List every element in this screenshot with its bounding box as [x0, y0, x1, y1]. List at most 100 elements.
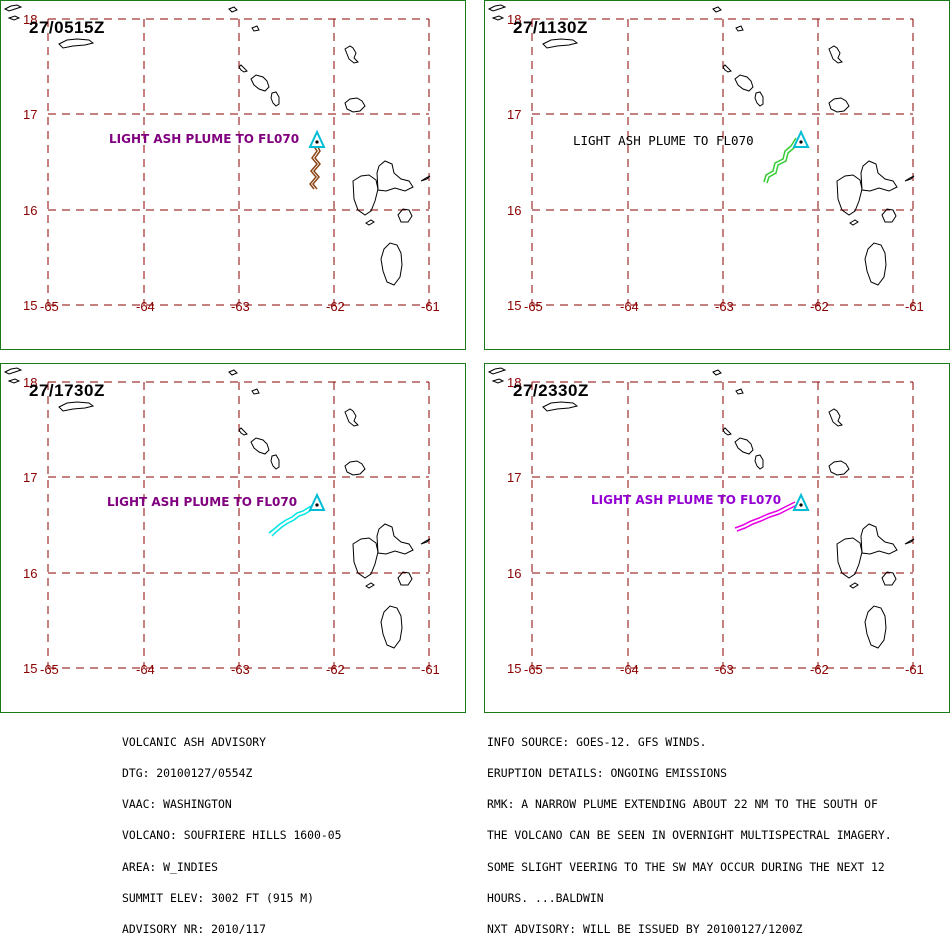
- anguilla-coast: [487, 4, 507, 12]
- longitude-label: -64: [620, 299, 639, 314]
- statia-coast: [735, 388, 744, 395]
- ash-plume: [766, 139, 800, 184]
- advisory-line: INFO SOURCE: GOES-12. GFS WINDS.: [487, 734, 707, 749]
- longitude-label: -65: [40, 662, 59, 677]
- longitude-label: -61: [905, 299, 924, 314]
- map-svg: 18 17 16 15 -65 -64 -63 -62 -61: [487, 4, 924, 314]
- st-barts-coast: [58, 401, 95, 412]
- longitude-label: -64: [136, 299, 155, 314]
- les-saintes-coast: [365, 219, 375, 226]
- advisory-line: HOURS. ...BALDWIN: [487, 890, 604, 905]
- barbuda-coast: [344, 408, 359, 427]
- advisory-left: VOLCANIC ASH ADVISORY DTG: 20100127/0554…: [122, 716, 341, 945]
- longitude-label: -62: [326, 299, 345, 314]
- advisory-line: VAAC: WASHINGTON: [122, 797, 232, 812]
- longitude-label: -63: [715, 662, 734, 677]
- latitude-label: 16: [23, 203, 37, 218]
- longitude-label: -62: [810, 299, 829, 314]
- latitude-label: 15: [23, 661, 37, 676]
- longitude-label: -62: [326, 662, 345, 677]
- basse-terre-coast: [836, 537, 863, 579]
- marie-galante-coast: [397, 208, 413, 223]
- longitude-label: -64: [136, 662, 155, 677]
- map-panel-1130z: 18 17 16 15 -65 -64 -63 -62 -61 27/1130Z LIGHT A…: [484, 0, 950, 350]
- advisory-line: DTG: 20100127/0554Z: [122, 766, 253, 781]
- saba-coast: [712, 369, 722, 376]
- basse-terre-coast: [836, 174, 863, 216]
- grande-terre-coast: [860, 523, 898, 555]
- latitude-label: 18: [23, 375, 37, 390]
- les-saintes-coast: [849, 582, 859, 589]
- advisory-line: SUMMIT ELEV: 3002 FT (915 M): [122, 890, 315, 905]
- ash-plume: [736, 504, 798, 532]
- marie-galante-coast: [881, 208, 897, 223]
- saba-coast: [228, 6, 238, 13]
- volcano-triangle-icon: [792, 492, 810, 511]
- montserrat-coast: [754, 91, 764, 107]
- volcano-vent-icon: [315, 503, 319, 507]
- advisory-right: INFO SOURCE: GOES-12. GFS WINDS. ERUPTIO…: [487, 716, 892, 945]
- marie-galante-coast: [881, 571, 897, 586]
- nevis-coast: [734, 437, 754, 455]
- saba-coast: [712, 6, 722, 13]
- antigua-coast: [828, 97, 850, 113]
- latitude-label: 18: [507, 375, 521, 390]
- longitude-label: -65: [524, 662, 543, 677]
- map-panel-1730z: 18 17 16 15 -65 -64 -63 -62 -61 27/1730Z LIGHT A…: [0, 363, 466, 713]
- st-barts-coast: [58, 38, 95, 49]
- advisory-line: VOLCANIC ASH ADVISORY: [122, 734, 267, 749]
- plume-label: LIGHT ASH PLUME TO FL070: [573, 133, 754, 148]
- volcano-vent-icon: [315, 140, 319, 144]
- ash-plume: [763, 137, 797, 183]
- barbuda-coast: [828, 408, 843, 427]
- plume-label: LIGHT ASH PLUME TO FL070: [107, 495, 298, 509]
- st-martin-coast: [491, 15, 505, 21]
- nevis-coast: [734, 74, 754, 92]
- desirade-coast: [904, 538, 915, 545]
- st-martin-coast: [7, 378, 21, 384]
- advisory-line: ADVISORY NR: 2010/117: [122, 922, 267, 937]
- latitude-label: 15: [507, 298, 521, 313]
- nevis-coast: [250, 74, 270, 92]
- desirade-coast: [420, 175, 431, 182]
- map-panel-2330z: 18 17 16 15 -65 -64 -63 -62 -61 27/2330Z LIGHT A…: [484, 363, 950, 713]
- volcano-triangle-icon: [308, 129, 326, 148]
- advisory-line: NXT ADVISORY: WILL BE ISSUED BY 20100127…: [487, 922, 803, 937]
- antigua-coast: [344, 460, 366, 476]
- marie-galante-coast: [397, 571, 413, 586]
- basse-terre-coast: [352, 174, 379, 216]
- ash-plume: [309, 144, 318, 190]
- volcano-triangle-icon: [308, 492, 326, 511]
- advisory-line: ERUPTION DETAILS: ONGOING EMISSIONS: [487, 766, 728, 781]
- desirade-coast: [420, 538, 431, 545]
- dominica-coast: [380, 242, 403, 286]
- latitude-label: 15: [23, 298, 37, 313]
- dominica-coast: [380, 605, 403, 649]
- map-panel-0515z: 18 17 16 15 -65 -64 -63 -62 -61 27/0515Z LIGHT A…: [0, 0, 466, 350]
- map-svg: 18 17 16 15 -65 -64 -63 -62 -61: [3, 4, 440, 314]
- latitude-label: 16: [507, 566, 521, 581]
- st-martin-coast: [7, 15, 21, 21]
- panel-timestamp: 27/1730Z: [29, 381, 105, 400]
- latitude-label: 15: [507, 661, 521, 676]
- saba-coast: [228, 369, 238, 376]
- longitude-label: -63: [231, 662, 250, 677]
- latitude-label: 17: [507, 470, 521, 485]
- nevis-coast: [250, 437, 270, 455]
- latitude-label: 17: [23, 470, 37, 485]
- statia-coast: [735, 25, 744, 32]
- st-barts-coast: [542, 401, 579, 412]
- montserrat-coast: [270, 91, 280, 107]
- volcano-vent-icon: [799, 140, 803, 144]
- latitude-label: 17: [507, 107, 521, 122]
- plume-label: LIGHT ASH PLUME TO FL070: [591, 493, 782, 507]
- st-kitts-coast: [238, 427, 248, 436]
- anguilla-coast: [3, 367, 23, 375]
- ash-plume: [268, 505, 312, 534]
- latitude-label: 16: [23, 566, 37, 581]
- ash-plume: [312, 144, 321, 190]
- panel-timestamp: 27/0515Z: [29, 18, 105, 37]
- longitude-label: -61: [421, 662, 440, 677]
- longitude-label: -65: [524, 299, 543, 314]
- desirade-coast: [904, 175, 915, 182]
